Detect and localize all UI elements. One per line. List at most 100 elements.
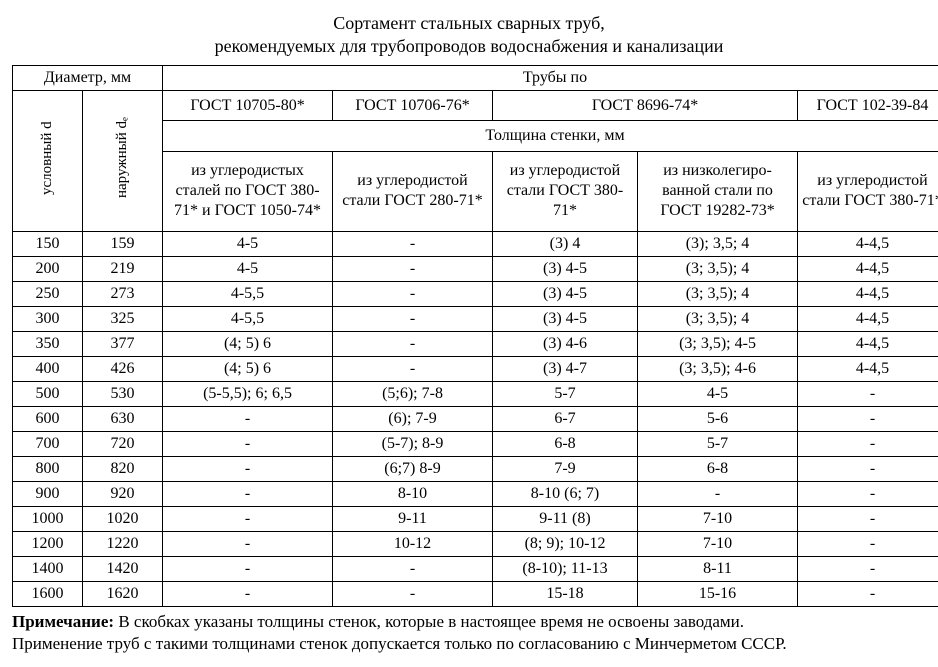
head-gost-1: ГОСТ 10705-80*	[163, 90, 333, 121]
table-cell: 8-10 (6; 7)	[493, 481, 638, 506]
table-cell: 1600	[13, 581, 83, 606]
table-row: 600630-(6); 7-96-75-6-	[13, 406, 938, 431]
table-cell: (3; 3,5); 4	[638, 306, 798, 331]
table-cell: (6); 7-9	[333, 406, 493, 431]
note-block: Примечание: В скобках указаны толщины ст…	[12, 611, 926, 655]
table-cell: 5-7	[638, 431, 798, 456]
table-cell: 720	[83, 431, 163, 456]
table-cell: 800	[13, 456, 83, 481]
table-cell: 9-11	[333, 506, 493, 531]
table-row: 14001420--(8-10); 11-138-11-	[13, 556, 938, 581]
table-cell: (3; 3,5); 4-6	[638, 356, 798, 381]
table-cell: -	[163, 581, 333, 606]
table-cell: 920	[83, 481, 163, 506]
table-cell: 4-5	[163, 256, 333, 281]
table-cell: 400	[13, 356, 83, 381]
table-cell: 1000	[13, 506, 83, 531]
table-cell: 150	[13, 231, 83, 256]
table-cell: -	[163, 456, 333, 481]
table-cell: 1420	[83, 556, 163, 581]
table-cell: 1620	[83, 581, 163, 606]
table-cell: -	[333, 356, 493, 381]
table-cell: 350	[13, 331, 83, 356]
table-cell: 8-11	[638, 556, 798, 581]
table-cell: 200	[13, 256, 83, 281]
table-cell: 426	[83, 356, 163, 381]
table-row: 800820-(6;7) 8-97-96-8-	[13, 456, 938, 481]
table-cell: 5-6	[638, 406, 798, 431]
table-cell: -	[333, 231, 493, 256]
table-cell: (8-10); 11-13	[493, 556, 638, 581]
table-cell: 377	[83, 331, 163, 356]
table-cell: 1200	[13, 531, 83, 556]
table-cell: 4-4,5	[798, 356, 938, 381]
table-cell: 1400	[13, 556, 83, 581]
head-col-5: из углеродистой стали ГОСТ 380-71*	[798, 152, 938, 232]
table-cell: 700	[13, 431, 83, 456]
table-cell: -	[333, 331, 493, 356]
table-cell: 9-11 (8)	[493, 506, 638, 531]
table-cell: 4-4,5	[798, 281, 938, 306]
table-cell: 10-12	[333, 531, 493, 556]
note-line-1: В скобках указаны толщины стенок, которы…	[114, 612, 744, 631]
document-title: Сортамент стальных сварных труб, рекомен…	[12, 12, 926, 59]
table-cell: -	[798, 531, 938, 556]
head-col-2: из углеродистой стали ГОСТ 280-71*	[333, 152, 493, 232]
table-cell: -	[333, 556, 493, 581]
table-cell: (5;6); 7-8	[333, 381, 493, 406]
table-cell: 4-4,5	[798, 231, 938, 256]
table-cell: -	[163, 431, 333, 456]
table-cell: -	[333, 581, 493, 606]
note-line-2: Применение труб с такими толщинами стено…	[12, 634, 787, 653]
table-cell: 6-7	[493, 406, 638, 431]
head-thickness: Толщина стенки, мм	[163, 121, 938, 152]
table-cell: -	[798, 556, 938, 581]
table-row: 1501594-5-(3) 4(3); 3,5; 44-4,5	[13, 231, 938, 256]
table-cell: -	[798, 381, 938, 406]
title-line-2: рекомендуемых для трубопроводов водоснаб…	[215, 36, 724, 56]
table-cell: (3) 4-7	[493, 356, 638, 381]
head-pipes-group: Трубы по	[163, 65, 938, 90]
table-cell: 530	[83, 381, 163, 406]
note-label: Примечание:	[12, 612, 114, 631]
head-col-1: из углеродистых сталей по ГОСТ 380-71* и…	[163, 152, 333, 232]
head-d-uslov: условный d	[13, 90, 83, 231]
table-cell: (5-5,5); 6; 6,5	[163, 381, 333, 406]
table-cell: -	[163, 406, 333, 431]
head-gost-3: ГОСТ 8696-74*	[493, 90, 798, 121]
table-row: 2002194-5-(3) 4-5(3; 3,5); 44-4,5	[13, 256, 938, 281]
table-cell: (3; 3,5); 4	[638, 256, 798, 281]
head-diameter-group: Диаметр, мм	[13, 65, 163, 90]
table-cell: 273	[83, 281, 163, 306]
table-cell: (3); 3,5; 4	[638, 231, 798, 256]
table-cell: 900	[13, 481, 83, 506]
table-cell: -	[333, 256, 493, 281]
table-cell: (5-7); 8-9	[333, 431, 493, 456]
table-row: 12001220-10-12(8; 9); 10-127-10-	[13, 531, 938, 556]
table-cell: 250	[13, 281, 83, 306]
table-cell: 5-7	[493, 381, 638, 406]
table-cell: -	[163, 481, 333, 506]
table-row: 400426(4; 5) 6-(3) 4-7(3; 3,5); 4-64-4,5	[13, 356, 938, 381]
table-cell: 630	[83, 406, 163, 431]
table-cell: 7-9	[493, 456, 638, 481]
table-cell: -	[798, 406, 938, 431]
pipes-table: Диаметр, мм Трубы по условный d наружный…	[12, 65, 938, 607]
table-cell: 325	[83, 306, 163, 331]
table-cell: 1220	[83, 531, 163, 556]
table-cell: -	[798, 456, 938, 481]
table-row: 10001020-9-119-11 (8)7-10-	[13, 506, 938, 531]
table-cell: -	[798, 481, 938, 506]
table-cell: 4-5,5	[163, 281, 333, 306]
table-cell: 1020	[83, 506, 163, 531]
table-cell: 600	[13, 406, 83, 431]
table-row: 3003254-5,5-(3) 4-5(3; 3,5); 44-4,5	[13, 306, 938, 331]
head-gost-2: ГОСТ 10706-76*	[333, 90, 493, 121]
table-cell: (4; 5) 6	[163, 331, 333, 356]
table-cell: -	[798, 431, 938, 456]
table-cell: -	[638, 481, 798, 506]
table-cell: 159	[83, 231, 163, 256]
table-cell: 4-4,5	[798, 331, 938, 356]
table-cell: (3) 4-6	[493, 331, 638, 356]
table-cell: (3) 4-5	[493, 281, 638, 306]
